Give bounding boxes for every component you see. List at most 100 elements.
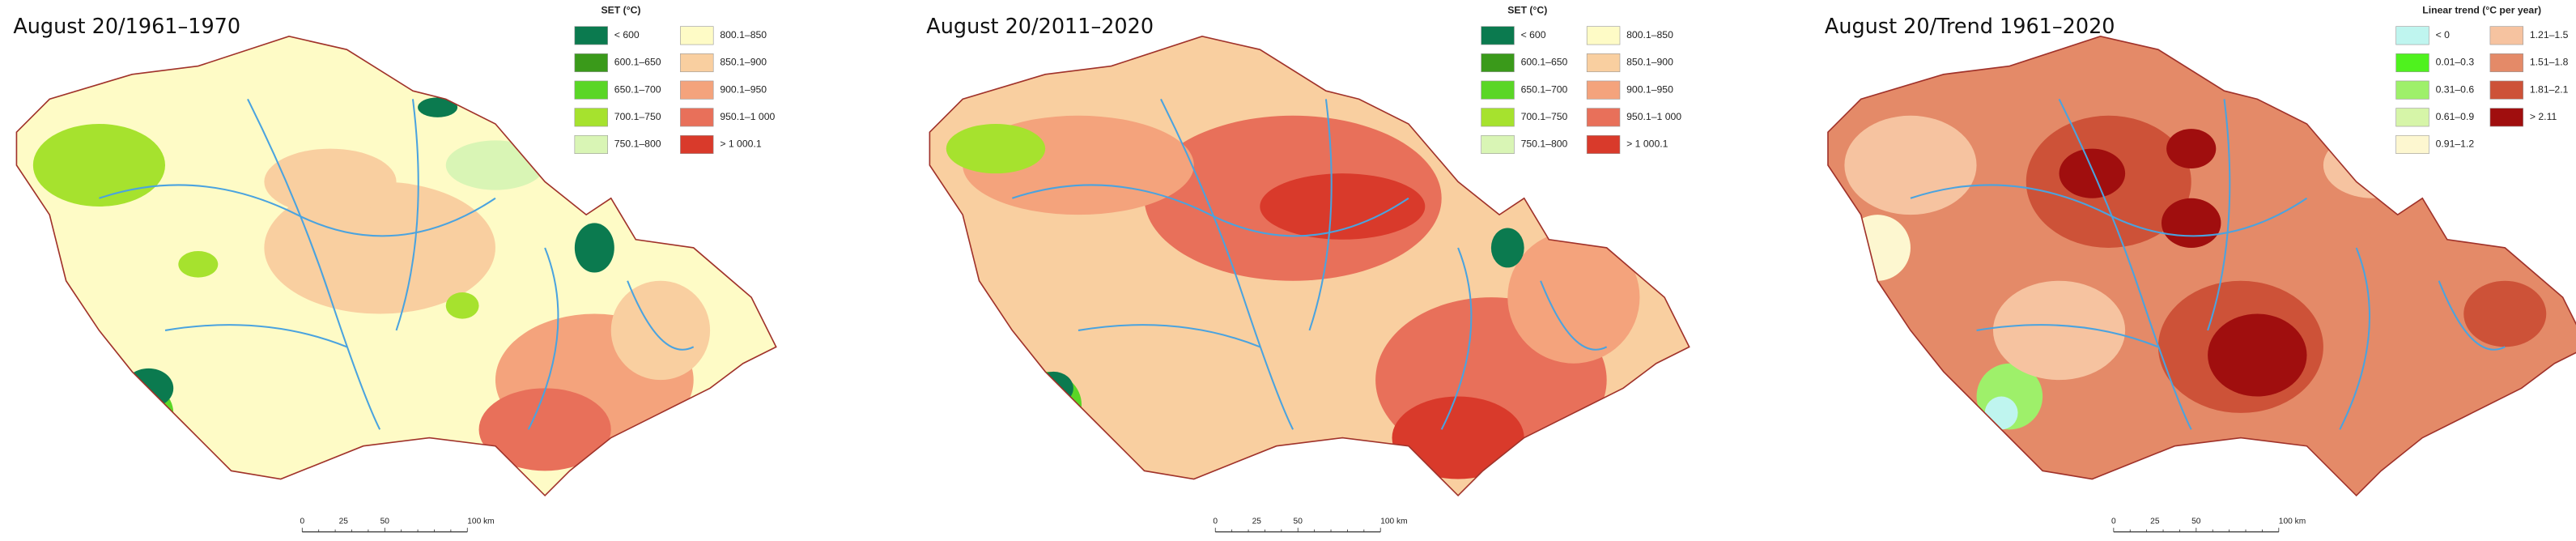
- river: [1976, 324, 2159, 348]
- river: [1540, 280, 1608, 351]
- legend-label: < 0: [2436, 29, 2451, 40]
- legend-swatch: [2489, 108, 2523, 127]
- map-zone: [1844, 115, 1977, 215]
- map-zone: [178, 251, 219, 278]
- river: [395, 99, 419, 331]
- map-zone: [1490, 228, 1524, 268]
- legend-swatch: [2395, 80, 2429, 100]
- scale-label: 100 km: [2279, 518, 2306, 526]
- legend-swatch: [1481, 80, 1515, 100]
- legend-swatch: [1481, 26, 1515, 45]
- country-border: [1827, 36, 2576, 497]
- legend-label: 650.1–700: [614, 83, 661, 95]
- map-zone: [478, 388, 611, 471]
- legend-label: 650.1–700: [1521, 83, 1568, 95]
- map-zone: [1260, 173, 1426, 240]
- panel-title: August 20/Trend 1961–2020: [1825, 15, 2115, 39]
- river: [1910, 184, 2308, 237]
- map-zone: [1844, 215, 1911, 281]
- map-zone: [1033, 371, 1073, 405]
- map-zone: [1392, 396, 1524, 479]
- map-zone: [2463, 280, 2547, 347]
- legend-label: 950.1–1 000: [1626, 111, 1681, 122]
- map-zone: [929, 215, 971, 314]
- river: [1160, 98, 1294, 430]
- legend-label: 0.31–0.6: [2436, 83, 2475, 95]
- scale-label: 0: [1213, 518, 1218, 526]
- legend-swatch: [2395, 108, 2429, 127]
- map-zone: [946, 123, 1046, 174]
- map-panel: August 20/2011–2020 SET (°C) < 600 600.1–65…: [926, 4, 1690, 533]
- legend-swatch: [1481, 53, 1515, 73]
- legend-swatch: [2395, 26, 2429, 45]
- legend-swatch: [1586, 108, 1621, 127]
- legend-swatch: [680, 26, 714, 45]
- legend-swatch: [680, 53, 714, 73]
- map-zone: [445, 292, 479, 319]
- legend-swatch: [574, 108, 608, 127]
- legend-label: 850.1–900: [720, 57, 767, 68]
- map-zone: [264, 181, 495, 314]
- legend-title: Linear trend (°C per year): [2422, 4, 2541, 15]
- map-zone: [32, 123, 166, 207]
- river: [2207, 99, 2231, 331]
- legend-swatch: [2395, 134, 2429, 154]
- legend-label: 700.1–750: [1521, 111, 1568, 122]
- river: [2339, 247, 2370, 430]
- map-panel: August 20/Trend 1961–2020 Linear trend (°…: [1825, 4, 2576, 533]
- legend-label: > 1 000.1: [720, 138, 762, 150]
- legend-swatch: [1586, 134, 1621, 154]
- legend-label: 0.91–1.2: [2436, 138, 2475, 150]
- map-zone: [610, 280, 711, 381]
- legend-label: 700.1–750: [614, 111, 661, 122]
- river: [1078, 324, 1260, 348]
- map-zone: [264, 148, 397, 215]
- map-zone: [2161, 198, 2221, 248]
- legend-swatch: [574, 53, 608, 73]
- legend-title: SET (°C): [601, 4, 640, 15]
- river: [627, 280, 695, 351]
- country-border: [929, 36, 1690, 497]
- map-panel: August 20/1961–1970 SET (°C) < 600 600.1–65…: [13, 4, 777, 533]
- legend-label: 1.81–2.1: [2530, 83, 2569, 95]
- panel-title: August 20/1961–1970: [13, 15, 240, 39]
- panel-title: August 20/2011–2020: [926, 15, 1154, 39]
- map-zone: [2208, 313, 2307, 397]
- legend-swatch: [680, 108, 714, 127]
- map-zone: [1992, 280, 2126, 381]
- river: [1012, 184, 1409, 237]
- legend-swatch: [1481, 134, 1515, 154]
- legend-label: 750.1–800: [614, 138, 661, 150]
- scale-label: 0: [300, 518, 304, 526]
- legend-label: > 1 000.1: [1626, 138, 1668, 150]
- river: [2058, 98, 2192, 430]
- map: [16, 36, 776, 496]
- scale-label: 100 km: [1380, 518, 1407, 526]
- map-zone: [574, 223, 614, 273]
- scale-label: 0: [2111, 518, 2116, 526]
- legend-label: 900.1–950: [720, 83, 767, 95]
- legend-swatch: [2489, 53, 2523, 73]
- map: [929, 36, 1690, 496]
- map-zone: [2166, 129, 2217, 169]
- legend-label: 1.51–1.8: [2530, 57, 2569, 68]
- legend-label: > 2.11: [2530, 111, 2557, 122]
- legend-label: < 600: [614, 29, 640, 40]
- legend-label: 850.1–900: [1626, 57, 1673, 68]
- legend-swatch: [1586, 53, 1621, 73]
- legend-swatch: [2395, 53, 2429, 73]
- legend-label: 950.1–1 000: [720, 111, 775, 122]
- river: [1440, 247, 1473, 430]
- legend-swatch: [574, 134, 608, 154]
- legend-swatch: [1586, 26, 1621, 45]
- map-zone: [1507, 231, 1640, 364]
- legend-swatch: [2489, 80, 2523, 100]
- legend-label: 0.01–0.3: [2436, 57, 2475, 68]
- legend-swatch: [2489, 26, 2523, 45]
- legend-label: 600.1–650: [614, 57, 661, 68]
- river: [247, 98, 381, 430]
- legend-swatch: [680, 80, 714, 100]
- scale-label: 50: [2191, 518, 2201, 526]
- legend-label: 750.1–800: [1521, 138, 1568, 150]
